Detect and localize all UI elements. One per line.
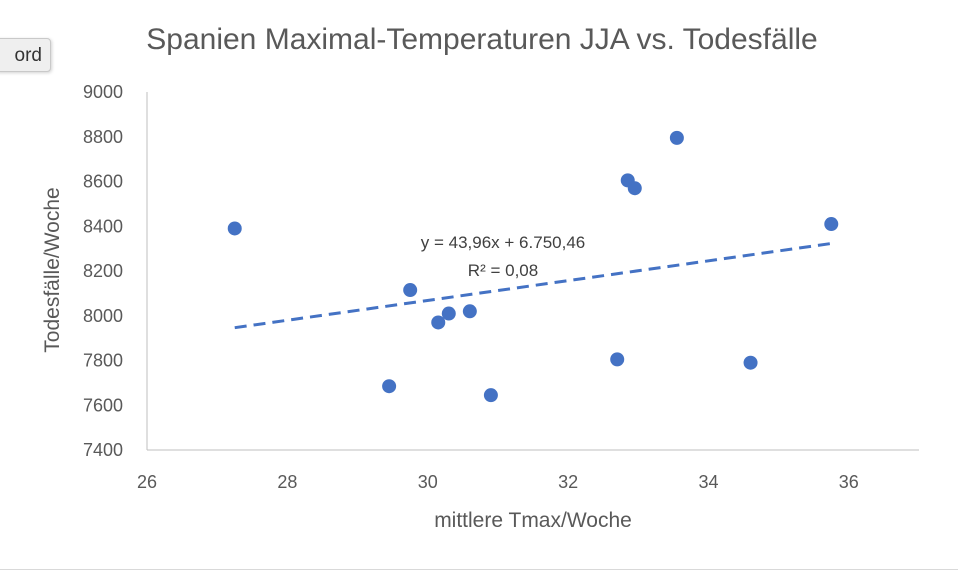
trendline-r-squared: R² = 0,08	[468, 261, 538, 280]
data-point	[627, 181, 642, 196]
y-tick-label: 8800	[83, 127, 123, 147]
word-tab[interactable]: ord	[0, 38, 51, 72]
data-point	[610, 352, 625, 367]
data-points	[227, 130, 839, 403]
x-tick-label: 26	[137, 472, 157, 492]
data-point	[382, 379, 397, 394]
y-tick-label: 7800	[83, 351, 123, 371]
x-tick-label: 30	[418, 472, 438, 492]
x-tick-label: 34	[698, 472, 718, 492]
data-point	[431, 315, 446, 330]
y-axis-title: Todesfälle/Woche	[41, 187, 64, 352]
data-point	[441, 306, 456, 321]
x-tick-label: 28	[277, 472, 297, 492]
y-tick-label: 8200	[83, 261, 123, 281]
y-tick-label: 9000	[83, 82, 123, 102]
x-tick-label: 36	[839, 472, 859, 492]
x-tick-label: 32	[558, 472, 578, 492]
data-point	[227, 221, 242, 236]
y-tick-label: 7400	[83, 440, 123, 460]
data-point	[743, 355, 758, 370]
x-axis-ticks: 26 28 30 32 34 36	[137, 472, 859, 492]
x-axis-title: mittlere Tmax/Woche	[434, 509, 632, 532]
chart-title: Spanien Maximal-Temperaturen JJA vs. Tod…	[146, 23, 817, 56]
y-tick-label: 8000	[83, 306, 123, 326]
data-point	[824, 217, 839, 232]
trendline-equation: y = 43,96x + 6.750,46	[421, 233, 585, 252]
y-axis-ticks: 7400 7600 7800 8000 8200 8400 8600 8800 9000	[83, 82, 123, 460]
data-point	[669, 130, 684, 145]
data-point	[483, 388, 498, 403]
data-point	[462, 304, 477, 319]
data-point	[403, 283, 418, 298]
trendline	[234, 242, 832, 330]
y-tick-label: 8600	[83, 172, 123, 192]
y-tick-label: 8400	[83, 216, 123, 236]
y-tick-label: 7600	[83, 395, 123, 415]
